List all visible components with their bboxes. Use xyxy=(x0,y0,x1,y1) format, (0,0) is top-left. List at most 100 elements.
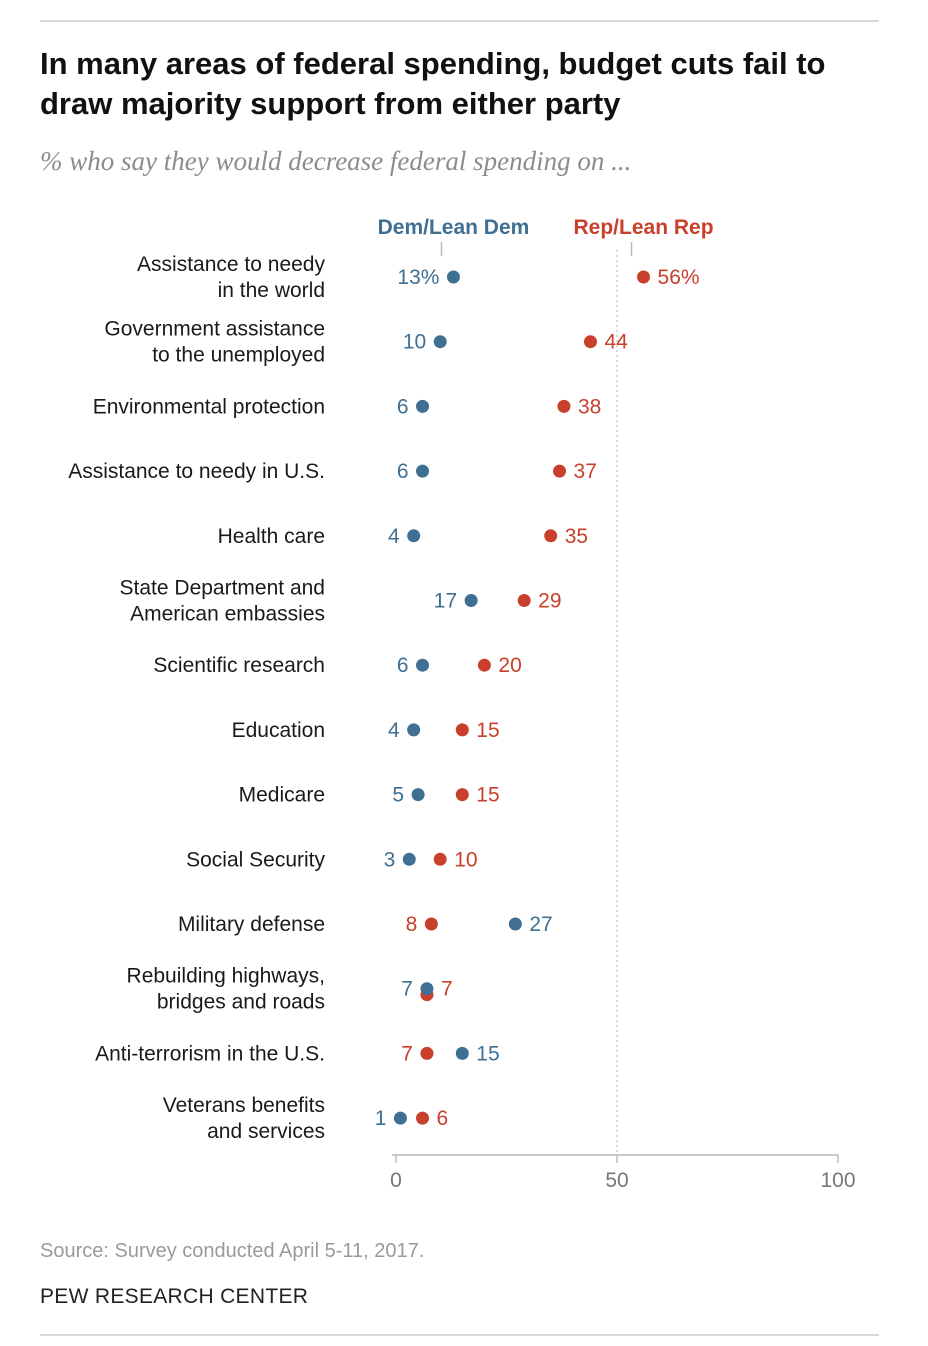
x-tick-label: 0 xyxy=(390,1169,402,1192)
row-9: Social Security 3 10 xyxy=(186,848,477,871)
category-label: Assistance to needy in U.S. xyxy=(68,460,325,483)
category-label: Environmental protection xyxy=(93,395,325,418)
category-label-line: Veterans benefits xyxy=(163,1094,325,1117)
chart-title: In many areas of federal spending, budge… xyxy=(40,46,826,121)
dem-dot xyxy=(464,594,478,607)
category-label: State Department and American embassies xyxy=(120,577,325,626)
rep-dot xyxy=(517,594,531,607)
dem-value-label: 3 xyxy=(384,848,396,871)
rep-value-label: 7 xyxy=(401,1042,413,1065)
dem-value-label: 27 xyxy=(529,913,552,936)
rep-value-label: 15 xyxy=(476,719,499,742)
dem-dot xyxy=(416,399,430,413)
category-label-line: Rebuilding highways, xyxy=(127,965,325,988)
dot-plot-chart: Dem/Lean Dem Rep/Lean Rep Assistance to n… xyxy=(68,216,855,1192)
rep-value-label: 15 xyxy=(476,784,499,807)
dem-dot xyxy=(402,852,416,866)
dem-value-label: 6 xyxy=(397,395,409,418)
category-label: Rebuilding highways, bridges and roads xyxy=(127,965,325,1014)
row-10: Military defense 8 27 xyxy=(178,913,553,936)
source-note: Source: Survey conducted April 5-11, 201… xyxy=(40,1240,425,1262)
category-label: Veterans benefits and services xyxy=(163,1094,325,1143)
category-label: Military defense xyxy=(178,913,325,936)
category-label-line: Government assistance xyxy=(104,318,325,341)
dem-value-label: 6 xyxy=(397,460,409,483)
category-label-line: to the unemployed xyxy=(152,344,325,367)
dem-value-label: 17 xyxy=(434,590,457,613)
category-label-line: Assistance to needy xyxy=(137,253,325,276)
dem-value-label: 1 xyxy=(375,1107,387,1130)
brand-name: PEW RESEARCH CENTER xyxy=(40,1285,309,1308)
row-0: Assistance to needy in the world 13% 56% xyxy=(137,253,700,302)
dem-dot xyxy=(407,723,421,737)
category-label: Medicare xyxy=(239,784,325,807)
category-label-line: and services xyxy=(207,1120,325,1143)
category-label: Health care xyxy=(218,525,325,548)
category-label: Social Security xyxy=(186,848,325,871)
rep-value-label: 38 xyxy=(578,395,601,418)
rep-value-label: 56% xyxy=(658,266,700,289)
rep-value-label: 35 xyxy=(565,525,588,548)
category-label-line: American embassies xyxy=(130,603,325,626)
row-4: Health care 4 35 xyxy=(218,525,588,548)
row-13: Veterans benefits and services 1 6 xyxy=(163,1094,448,1143)
row-7: Education 4 15 xyxy=(232,719,500,742)
rep-dot xyxy=(544,529,558,543)
rep-value-label: 20 xyxy=(498,654,521,677)
category-label-line: Environmental protection xyxy=(93,395,325,418)
row-3: Assistance to needy in U.S. 6 37 xyxy=(68,460,597,483)
category-label: Anti-terrorism in the U.S. xyxy=(95,1042,325,1065)
top-rule xyxy=(40,20,879,22)
dem-value-label: 10 xyxy=(403,331,426,354)
dem-value-label: 4 xyxy=(388,525,400,548)
dem-dot xyxy=(446,270,460,284)
x-tick-label: 50 xyxy=(605,1169,628,1192)
dem-value-label: 7 xyxy=(401,978,413,1001)
dem-dot xyxy=(416,464,430,478)
rep-dot xyxy=(455,788,469,802)
dem-dot xyxy=(420,982,434,996)
category-label-line: Assistance to needy in U.S. xyxy=(68,460,325,483)
legend-label-dem: Dem/Lean Dem xyxy=(378,216,530,239)
category-label-line: Health care xyxy=(218,525,325,548)
row-8: Medicare 5 15 xyxy=(239,784,500,807)
row-5: State Department and American embassies 17… xyxy=(120,577,562,626)
dem-value-label: 4 xyxy=(388,719,400,742)
row-2: Environmental protection 6 38 xyxy=(93,395,602,418)
dem-value-label: 5 xyxy=(392,784,404,807)
rep-dot xyxy=(420,1046,434,1060)
dem-value-label: 15 xyxy=(476,1042,499,1065)
category-label: Education xyxy=(232,719,325,742)
rep-dot xyxy=(557,399,571,413)
category-label-line: State Department and xyxy=(120,577,325,600)
x-tick-label: 100 xyxy=(820,1169,855,1192)
category-label-line: bridges and roads xyxy=(157,991,325,1014)
rep-dot xyxy=(583,335,597,349)
dem-dot xyxy=(407,529,421,543)
category-label: Government assistance to the unemployed xyxy=(104,318,325,367)
legend-label-rep: Rep/Lean Rep xyxy=(574,216,714,239)
category-label: Assistance to needy in the world xyxy=(137,253,325,302)
rep-value-label: 8 xyxy=(406,913,418,936)
category-label-line: Military defense xyxy=(178,913,325,936)
rep-value-label: 10 xyxy=(454,848,477,871)
dem-value-label: 6 xyxy=(397,654,409,677)
rep-dot xyxy=(433,852,447,866)
rep-dot xyxy=(553,464,567,478)
category-label-line: in the world xyxy=(218,279,325,302)
category-label-line: Medicare xyxy=(239,784,325,807)
rep-dot xyxy=(424,917,438,931)
category-label-line: Anti-terrorism in the U.S. xyxy=(95,1042,325,1065)
dem-dot xyxy=(416,658,430,672)
bottom-rule xyxy=(40,1334,879,1336)
rep-value-label: 6 xyxy=(437,1107,449,1130)
rep-value-label: 37 xyxy=(574,460,597,483)
category-label: Scientific research xyxy=(153,654,325,677)
dem-dot xyxy=(433,335,447,349)
dem-value-label: 13% xyxy=(397,266,439,289)
rep-value-label: 29 xyxy=(538,590,561,613)
rep-dot xyxy=(637,270,651,284)
dem-dot xyxy=(411,788,425,802)
rep-dot xyxy=(455,723,469,737)
chart-subtitle: % who say they would decrease federal sp… xyxy=(40,146,632,176)
